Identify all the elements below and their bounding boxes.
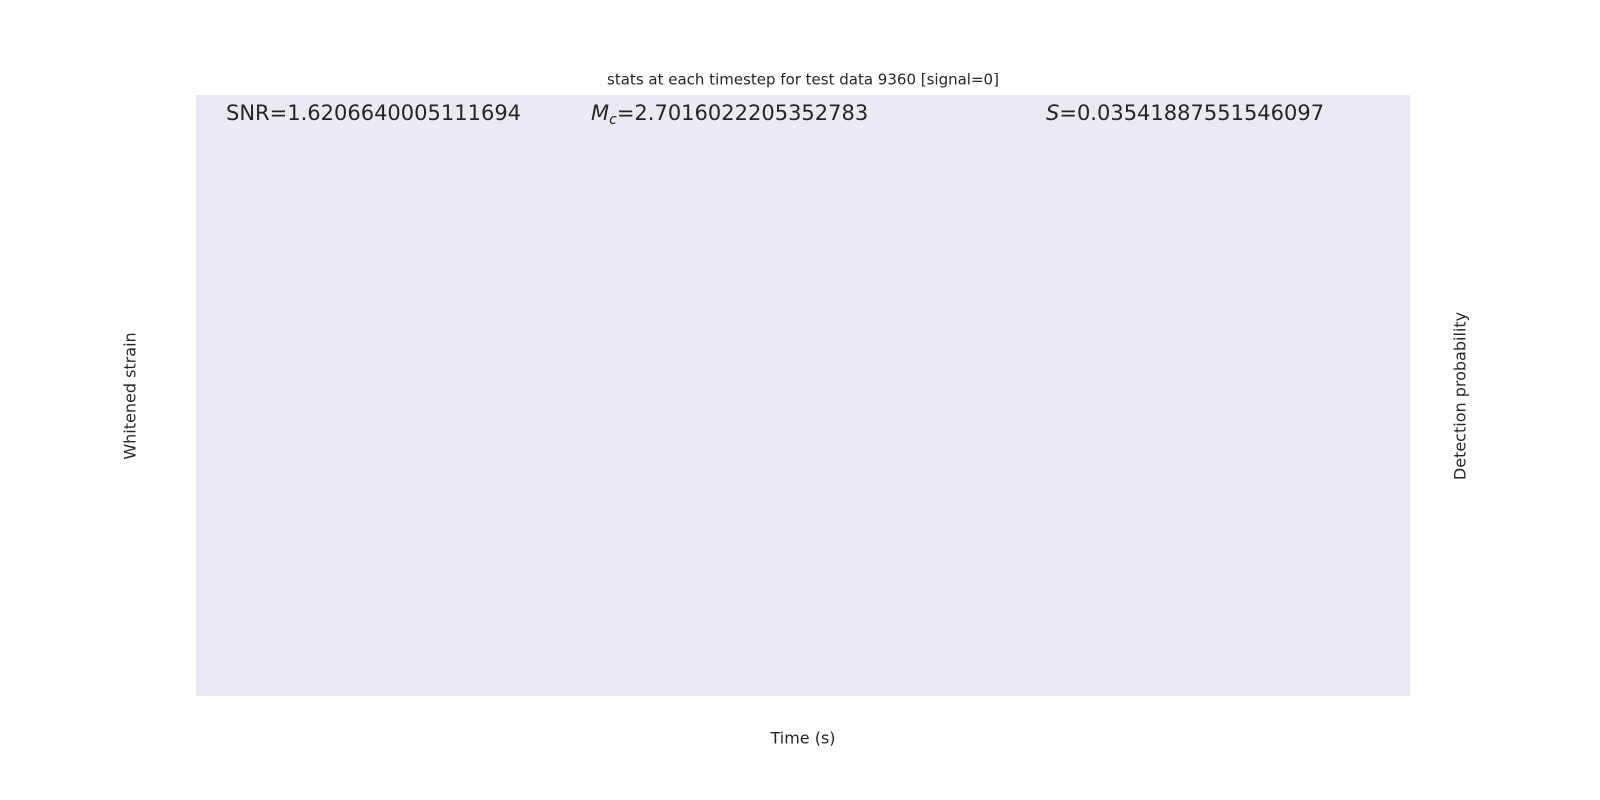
annotation-snr: SNR=1.6206640005111694 (226, 101, 521, 125)
mc-value: =2.7016022205352783 (617, 101, 868, 125)
y2-axis-label: Detection probability (1451, 312, 1470, 480)
s-value: =0.03541887551546097 (1059, 101, 1324, 125)
plot-area (196, 95, 1410, 696)
y-axis-label: Whitened strain (121, 332, 140, 459)
chart-title: stats at each timestep for test data 936… (607, 71, 999, 89)
mc-symbol: M (591, 101, 609, 125)
s-symbol: S (1046, 101, 1059, 125)
x-axis-label: Time (s) (769, 729, 835, 748)
mc-sub: c (609, 112, 617, 128)
annotation-mc: Mc=2.7016022205352783 (591, 101, 868, 128)
annotation-s: S=0.03541887551546097 (1046, 101, 1324, 125)
